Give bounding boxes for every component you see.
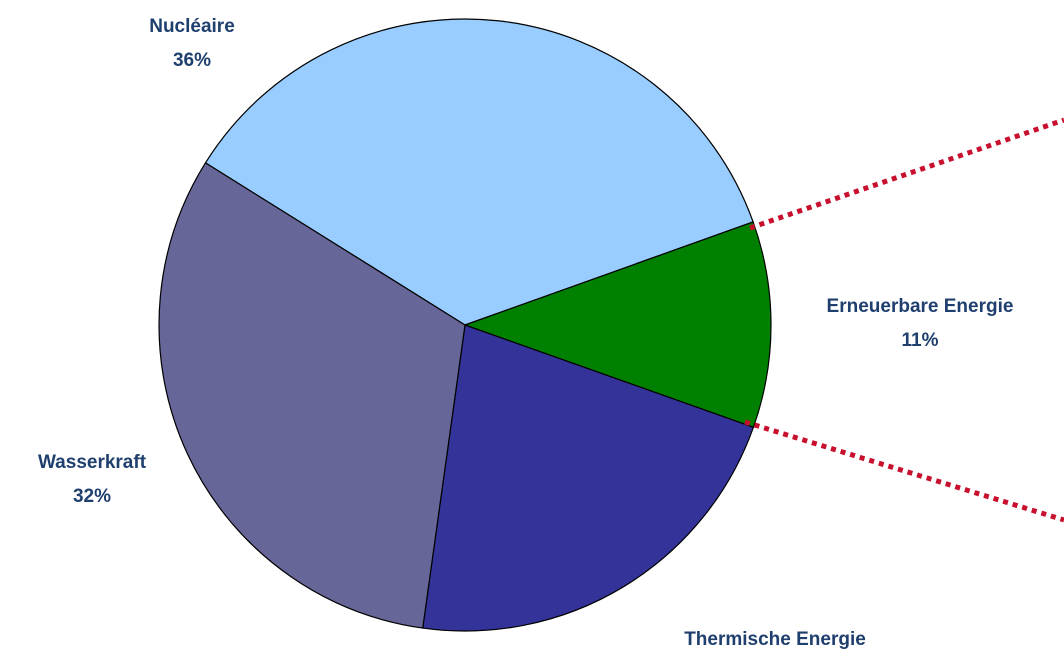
leader-line [749,117,1064,231]
slice-value-label: 32% [73,486,111,507]
slice-label: Wasserkraft [38,452,147,473]
pie-slice [204,18,754,326]
slice-value-label: 36% [173,50,211,71]
slice-value-label: 22% [756,663,794,665]
slice-label: Thermische Energie [684,629,866,650]
slice-value-label: 11% [902,330,939,351]
leader-line [744,419,1064,523]
pie [158,18,772,632]
pie-slice [422,324,755,632]
slice-label: Erneuerbare Energie [827,296,1014,317]
pie-slice [158,162,466,629]
slice-label: Nucléaire [149,16,235,37]
pie-slice [463,221,772,429]
